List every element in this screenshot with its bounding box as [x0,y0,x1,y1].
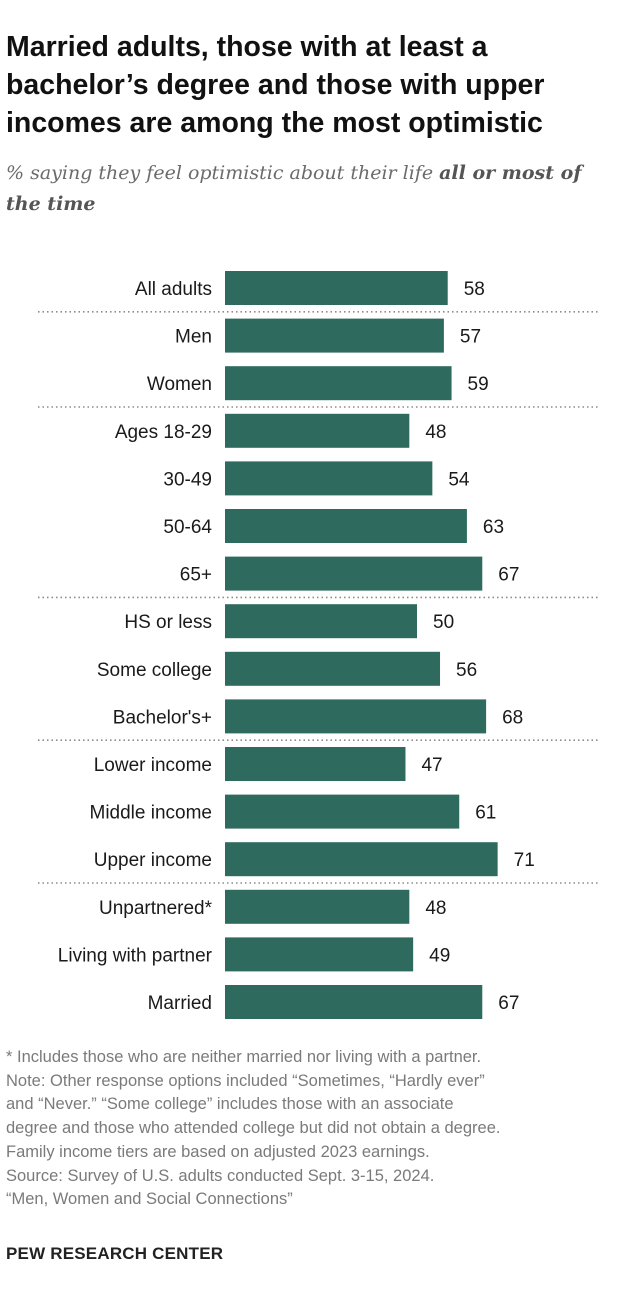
category-label: Living with partner [58,945,213,966]
category-label: 30-49 [163,469,212,490]
category-label: Married [148,993,212,1014]
bar [225,556,483,591]
value-label: 48 [425,898,446,919]
value-label: 67 [498,993,519,1014]
value-label: 48 [425,422,446,443]
category-label: Women [147,374,212,395]
bar-chart: All adults 58 Men 57 Women 59 Ages 18-29 48 30-4… [38,271,600,1019]
value-label: 63 [483,517,504,538]
note-line: Source: Survey of U.S. adults conducted … [6,1166,435,1185]
bar [225,318,444,353]
category-label: Ages 18-29 [115,422,212,443]
category-label: 65+ [180,565,212,586]
bar [225,699,487,734]
value-label: 47 [421,755,442,776]
value-label: 56 [456,660,477,681]
subtitle-plain: % saying they feel optimistic about thei… [6,162,440,184]
chart-notes: * Includes those who are neither married… [6,1046,618,1212]
category-label: 50-64 [163,517,212,538]
bar [225,366,452,401]
category-label: Unpartnered* [99,898,213,919]
value-label: 67 [498,565,519,586]
chart-subtitle: % saying they feel optimistic about thei… [6,158,618,220]
value-label: 50 [433,612,454,633]
bar [225,509,467,543]
bar [225,937,414,972]
category-label: Middle income [90,803,213,824]
category-label: Men [175,327,212,348]
category-label: Some college [97,660,212,681]
value-label: 71 [514,850,535,871]
bar [225,651,441,686]
value-label: 58 [464,279,485,300]
category-label: Upper income [94,850,212,871]
chart-title: Married adults, those with at least a ba… [6,31,545,139]
category-label: All adults [135,279,212,300]
source-brand: PEW RESEARCH CENTER [6,1244,224,1263]
value-label: 57 [460,327,481,348]
bar [225,842,498,877]
note-line: “Men, Women and Social Connections” [6,1190,293,1209]
category-label: Lower income [94,755,212,776]
note-line: * Includes those who are neither married… [6,1048,482,1066]
category-label: HS or less [124,612,212,633]
value-label: 61 [475,803,496,824]
bar [225,413,410,448]
value-label: 59 [468,374,489,395]
value-label: 68 [502,707,523,728]
bar [225,604,417,639]
bar [225,985,483,1019]
bar [225,889,410,924]
category-label: Bachelor's+ [113,707,212,728]
bar [225,271,448,305]
value-label: 49 [429,945,450,966]
note-line: degree and those who attended college bu… [6,1119,501,1138]
bar [225,794,460,829]
bar [225,461,433,496]
bar [225,747,406,781]
note-line: Family income tiers are based on adjuste… [6,1142,430,1161]
value-label: 54 [448,469,470,490]
note-line: Note: Other response options included “S… [6,1071,485,1090]
subtitle-bold: all or most of the time [6,162,582,215]
note-line: and “Never.” “Some college” includes tho… [6,1095,454,1114]
